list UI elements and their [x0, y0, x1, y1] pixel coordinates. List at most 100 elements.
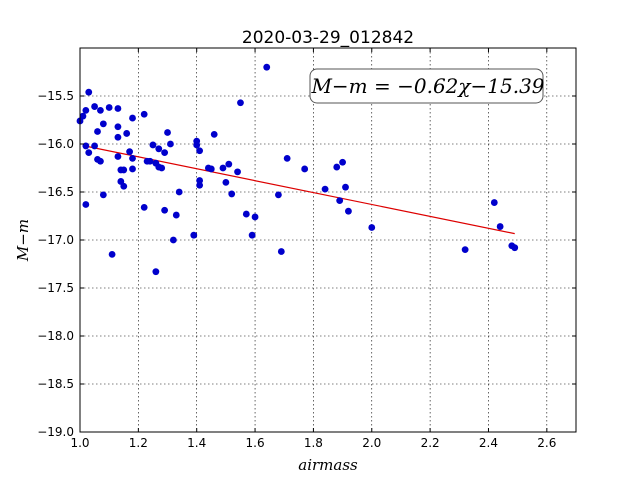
- data-point: [152, 268, 160, 276]
- data-point: [99, 120, 107, 128]
- data-point: [339, 158, 346, 166]
- y-tick-label: −19.0: [37, 425, 74, 439]
- data-point: [164, 129, 171, 136]
- y-tick-label: −18.5: [37, 377, 74, 391]
- data-point: [126, 148, 133, 156]
- y-tick-label: −16.0: [37, 137, 74, 151]
- data-point: [283, 155, 291, 162]
- data-point: [114, 153, 122, 160]
- y-tick-label: −16.5: [37, 185, 74, 199]
- data-point: [123, 130, 131, 137]
- x-tick-label: 2.6: [537, 436, 556, 450]
- data-point: [120, 182, 128, 190]
- data-point: [263, 63, 271, 71]
- data-point: [85, 149, 93, 157]
- x-tick-label: 1.6: [246, 436, 265, 450]
- data-point: [333, 163, 341, 171]
- data-point: [196, 181, 204, 189]
- data-point: [91, 142, 98, 150]
- data-point: [248, 231, 256, 239]
- data-point: [82, 107, 90, 114]
- data-point: [368, 224, 376, 231]
- data-point: [129, 165, 136, 173]
- data-point: [155, 145, 163, 153]
- x-tick-labels: 1.0 1.2 1.4 1.6 1.8 2.0 2.2 2.4 2.6: [70, 436, 556, 450]
- axis-ticks: [79, 48, 576, 433]
- fit-equation: M−m = −0.62χ−15.39: [310, 74, 544, 98]
- data-point: [490, 199, 498, 206]
- data-point: [219, 164, 227, 172]
- data-point: [158, 164, 166, 172]
- data-point: [336, 197, 344, 205]
- data-point: [169, 236, 177, 244]
- y-tick-label: −15.5: [37, 89, 74, 103]
- data-point: [342, 183, 349, 191]
- data-points: [76, 63, 519, 276]
- data-point: [210, 131, 218, 138]
- x-tick-label: 2.0: [362, 436, 381, 450]
- y-axis-label: M−m: [14, 219, 32, 262]
- data-point: [85, 88, 93, 96]
- data-point: [149, 141, 157, 149]
- x-tick-label: 1.8: [304, 436, 323, 450]
- data-point: [190, 231, 198, 239]
- data-point: [461, 246, 469, 254]
- data-point: [114, 123, 122, 131]
- data-point: [277, 248, 285, 255]
- y-tick-label: −17.0: [37, 233, 74, 247]
- data-point: [161, 149, 169, 157]
- data-point: [275, 191, 282, 199]
- data-point: [172, 211, 180, 219]
- data-point: [196, 147, 204, 155]
- x-tick-label: 2.4: [479, 436, 498, 450]
- chart-title: 2020-03-29_012842: [242, 28, 414, 48]
- data-point: [82, 142, 90, 150]
- data-point: [140, 203, 148, 211]
- data-point: [237, 99, 244, 107]
- data-point: [193, 141, 201, 149]
- data-point: [129, 114, 136, 122]
- x-tick-label: 2.2: [421, 436, 440, 450]
- data-point: [146, 157, 154, 165]
- data-point: [105, 104, 113, 111]
- data-point: [228, 190, 236, 198]
- data-point: [222, 179, 230, 186]
- data-point: [301, 165, 309, 173]
- data-point: [79, 112, 87, 120]
- data-point: [196, 177, 204, 184]
- data-point: [345, 207, 352, 215]
- data-point: [99, 191, 107, 199]
- data-point: [161, 206, 169, 214]
- data-point: [129, 155, 136, 162]
- data-point: [97, 107, 104, 114]
- data-point: [321, 185, 329, 193]
- data-point: [225, 160, 233, 168]
- annotation-box: [309, 68, 544, 104]
- data-point: [167, 140, 174, 148]
- data-point: [97, 157, 104, 165]
- data-point: [120, 166, 128, 174]
- data-point: [91, 103, 98, 110]
- data-point: [140, 110, 148, 118]
- x-tick-label: 1.0: [70, 436, 89, 450]
- x-tick-label: 1.4: [187, 436, 206, 450]
- data-point: [242, 210, 250, 218]
- data-point: [496, 223, 504, 230]
- data-point: [234, 168, 241, 176]
- data-point: [207, 165, 215, 173]
- fit-line: [88, 146, 515, 235]
- data-point: [175, 188, 183, 196]
- y-tick-label: −18.0: [37, 329, 74, 343]
- fit-line-group: [88, 146, 515, 235]
- y-tick-labels: −15.5 −16.0 −16.5 −17.0 −17.5 −18.0 −18.5 −19.0: [37, 89, 74, 439]
- y-tick-label: −17.5: [37, 281, 74, 295]
- x-tick-label: 1.2: [129, 436, 148, 450]
- x-axis-label: airmass: [298, 456, 358, 474]
- data-point: [82, 201, 90, 208]
- data-point: [511, 244, 519, 252]
- data-point: [114, 133, 122, 141]
- data-point: [108, 251, 116, 258]
- data-point: [114, 105, 122, 112]
- data-point: [94, 128, 101, 135]
